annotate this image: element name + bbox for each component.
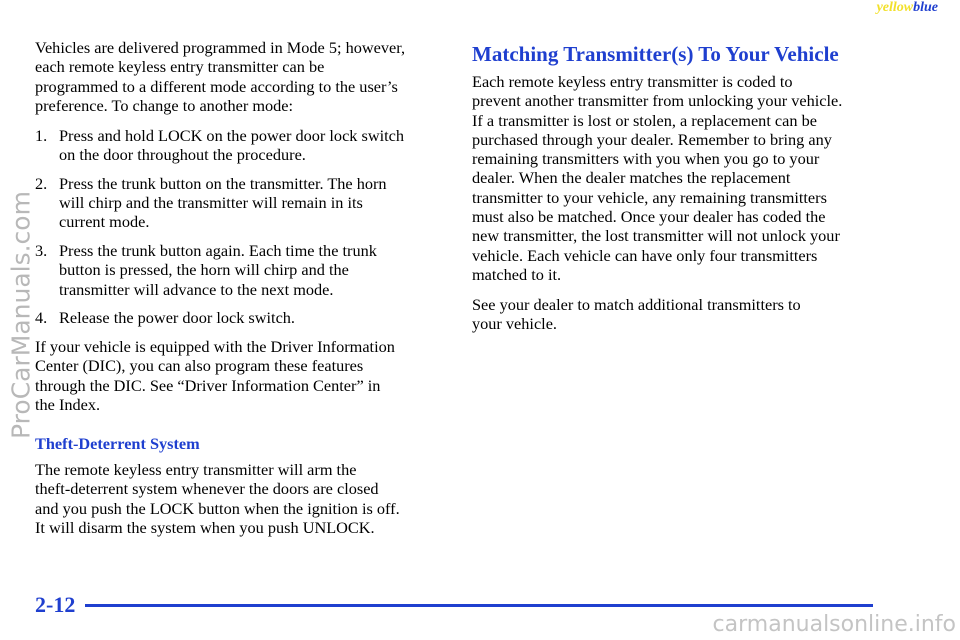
text-line: button is pressed, the horn will chirp a… xyxy=(59,260,349,280)
paragraph: Each remote keyless entry transmitter is… xyxy=(472,72,842,284)
text-line: It will disarm the system when you push … xyxy=(35,517,375,537)
text-line: theft-deterrent system whenever the door… xyxy=(35,479,379,499)
text-line: new transmitter, the lost transmitter wi… xyxy=(472,226,840,246)
text-line: vehicle. Each vehicle can have only four… xyxy=(472,245,818,265)
list-number: 2. xyxy=(35,173,48,193)
list-number: 4. xyxy=(35,308,48,328)
section-heading: Matching Transmitter(s) To Your Vehicle xyxy=(472,42,839,66)
section-heading: Theft-Deterrent System xyxy=(35,434,200,453)
blue-tag: blue xyxy=(913,0,938,15)
text-line: Release the power door lock switch. xyxy=(59,308,296,328)
text-line: If your vehicle is equipped with the Dri… xyxy=(35,337,395,356)
text-line: Press the trunk button again. Each time … xyxy=(59,241,377,261)
text-line: remaining transmitters with you when you… xyxy=(472,149,820,169)
text-line: on the door throughout the procedure. xyxy=(59,145,306,165)
list-number: 3. xyxy=(35,241,48,261)
text-line: and you push the LOCK button when the ig… xyxy=(35,498,400,518)
text-line: must also be matched. Once your dealer h… xyxy=(472,207,826,227)
text-line: See your dealer to match additional tran… xyxy=(472,295,801,314)
text-line: Press the trunk button on the transmitte… xyxy=(59,173,387,193)
watermark: ProCarManuals.com xyxy=(6,191,36,439)
text-line: Each remote keyless entry transmitter is… xyxy=(472,72,793,91)
text-line: prevent another transmitter from unlocki… xyxy=(472,91,843,111)
text-line: matched to it. xyxy=(472,264,562,284)
steps: 1. Press and hold LOCK on the power door … xyxy=(35,126,445,328)
paragraph: See your dealer to match additional tran… xyxy=(472,295,801,334)
text-line: each remote keyless entry transmitter ca… xyxy=(35,57,325,77)
text-line: If a transmitter is lost or stolen, a re… xyxy=(472,110,817,130)
list-item: 4. Release the power door lock switch. xyxy=(35,308,445,327)
text-line: purchased through your dealer. Remember … xyxy=(472,129,832,149)
text-line: dealer. When the dealer matches the repl… xyxy=(472,168,791,188)
text-line: transmitter to your vehicle, any remaini… xyxy=(472,187,827,207)
text-line: current mode. xyxy=(59,212,150,232)
text-line: Vehicles are delivered programmed in Mod… xyxy=(35,38,406,57)
list-item: 3. Press the trunk button again. Each tim… xyxy=(35,241,445,299)
theft-paragraph: The remote keyless entry transmitter wil… xyxy=(35,460,400,537)
text-line: the Index. xyxy=(35,394,101,414)
text-line: programmed to a different mode according… xyxy=(35,76,398,96)
intro: Vehicles are delivered programmed in Mod… xyxy=(35,38,405,115)
text-line: Press and hold LOCK on the power door lo… xyxy=(59,126,405,145)
text-line: will chirp and the transmitter will rema… xyxy=(59,193,363,213)
text-line: The remote keyless entry transmitter wil… xyxy=(35,460,357,479)
footer-rule xyxy=(85,604,873,607)
watermark: carmanualsonline.info xyxy=(712,612,956,637)
text-line: your vehicle. xyxy=(472,314,557,334)
yellow-tag: yellow xyxy=(876,0,914,15)
text-line: through the DIC. See “Driver Information… xyxy=(35,375,381,395)
color-tag: yellowblue xyxy=(877,0,938,16)
list-number: 1. xyxy=(35,126,48,145)
text-line: Center (DIC), you can also program these… xyxy=(35,356,364,376)
page-number: 2-12 xyxy=(35,592,76,617)
text-line: transmitter will advance to the next mod… xyxy=(59,279,334,299)
list-item: 1. Press and hold LOCK on the power door … xyxy=(35,126,445,165)
list-item: 2. Press the trunk button on the transmit… xyxy=(35,174,445,232)
text-line: preference. To change to another mode: xyxy=(35,95,294,115)
dic-paragraph: If your vehicle is equipped with the Dri… xyxy=(35,337,395,414)
